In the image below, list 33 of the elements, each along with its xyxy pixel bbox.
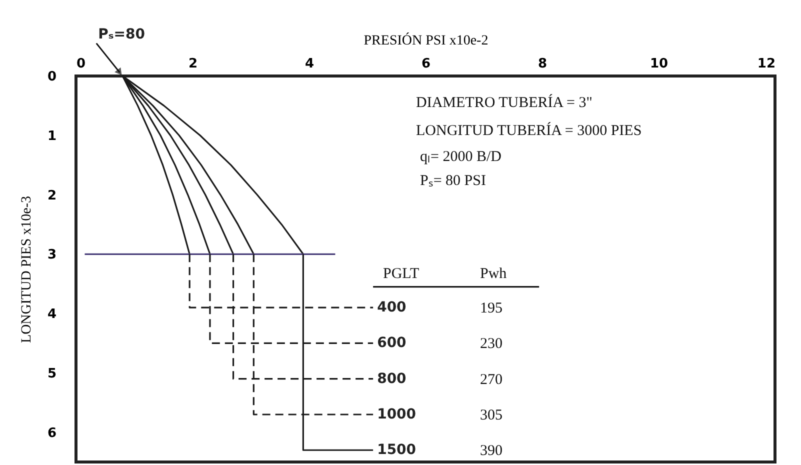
x-tick-label: 10 (650, 56, 668, 72)
series-label: 400 (377, 300, 407, 316)
y-axis-title: LONGITUD PIES x10e-3 (19, 196, 34, 343)
y-tick-label: 3 (47, 248, 56, 263)
x-tick-label: 0 (76, 56, 86, 72)
x-tick-label: 4 (304, 56, 314, 72)
annotation: LONGITUD TUBERÍA = 3000 PIES (416, 122, 642, 139)
annotation: 195 (480, 300, 502, 317)
annotation: 305 (480, 407, 502, 424)
annotation: 230 (480, 336, 502, 352)
y-tick-label: 5 (47, 366, 56, 382)
y-tick-label: 2 (47, 188, 56, 204)
y-tick-label: 0 (47, 70, 56, 84)
x-tick-label: 12 (757, 56, 776, 72)
annotation: Pwh (480, 266, 508, 282)
y-tick-label: 4 (47, 307, 56, 322)
y-tick-label: 6 (47, 426, 56, 441)
series-label: 600 (377, 335, 407, 352)
annotation: DIAMETRO TUBERÍA = 3" (416, 94, 592, 111)
annotation: qₗ= 2000 B/D (420, 149, 502, 165)
annotation: Pₛ= 80 PSI (420, 173, 486, 189)
x-tick-label: 8 (538, 56, 548, 72)
series-label: 1500 (377, 442, 416, 458)
annotation: 390 (480, 443, 502, 460)
x-tick-label: 2 (188, 56, 198, 72)
series-label: 800 (377, 370, 407, 387)
y-tick-label: 1 (47, 128, 56, 144)
x-axis-title: PRESIÓN PSI x10e-2 (364, 32, 488, 48)
x-tick-label: 6 (421, 56, 431, 72)
annotation: Pₛ=80 (98, 26, 146, 42)
annotation: 270 (480, 372, 502, 388)
annotation: PGLT (383, 266, 420, 282)
series-label: 1000 (377, 406, 416, 422)
